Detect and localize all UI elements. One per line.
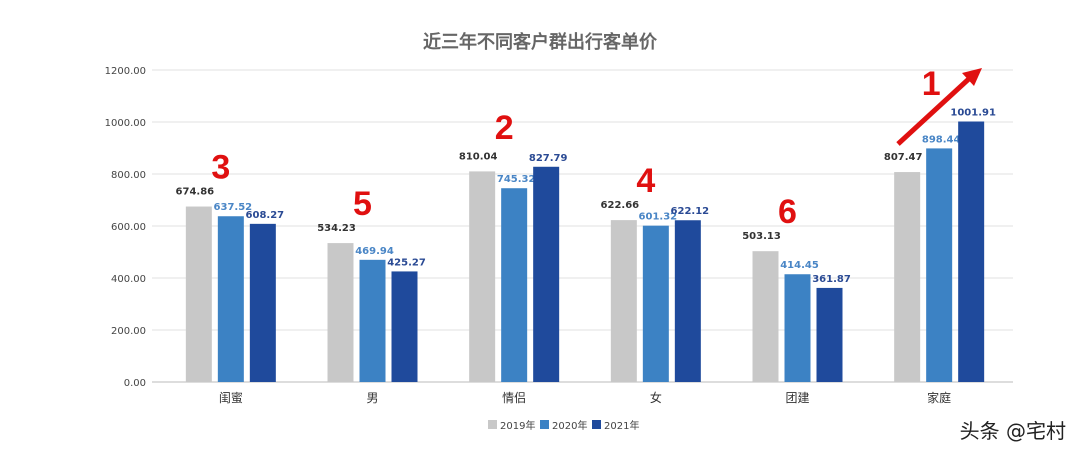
bar — [327, 243, 354, 382]
rank-annotation: 4 — [636, 162, 655, 200]
data-label: 534.23 — [317, 223, 356, 234]
bar — [217, 216, 244, 382]
bar — [926, 148, 953, 382]
data-label: 622.66 — [601, 200, 640, 211]
data-label: 1001.91 — [950, 108, 996, 119]
data-label: 745.32 — [497, 174, 536, 185]
data-label: 807.47 — [884, 152, 923, 163]
bar — [752, 251, 779, 382]
bar — [533, 166, 560, 382]
x-tick-label: 团建 — [785, 391, 809, 405]
bar — [816, 287, 843, 382]
bar — [958, 121, 985, 382]
bar — [501, 188, 528, 382]
rank-annotation: 5 — [353, 185, 372, 223]
data-label: 361.87 — [812, 274, 851, 285]
legend-label: 2019年 — [500, 419, 535, 432]
legend-swatch — [488, 420, 497, 429]
bar — [784, 274, 811, 382]
bar — [249, 223, 276, 382]
y-tick-label: 0.00 — [124, 378, 146, 389]
y-tick-label: 600.00 — [111, 222, 146, 233]
y-tick-label: 800.00 — [111, 170, 146, 181]
bar — [469, 171, 496, 382]
bar — [185, 206, 212, 382]
data-label: 601.32 — [639, 212, 678, 223]
data-label: 469.94 — [355, 246, 394, 257]
chart-title: 近三年不同客户群出行客单价 — [423, 31, 658, 53]
data-label: 425.27 — [387, 257, 426, 268]
arrow-head-icon — [962, 68, 982, 86]
legend-swatch — [592, 420, 601, 429]
x-tick-label: 情侣 — [502, 390, 526, 405]
legend-swatch — [540, 420, 549, 429]
y-tick-label: 1000.00 — [105, 118, 146, 129]
trend-arrow — [896, 74, 974, 146]
data-label: 503.13 — [742, 231, 781, 242]
legend-label: 2020年 — [552, 419, 587, 432]
y-tick-label: 1200.00 — [105, 66, 146, 77]
bar — [642, 225, 669, 382]
bar — [391, 271, 418, 382]
data-label: 827.79 — [529, 153, 568, 164]
bar — [610, 220, 637, 382]
data-label: 674.86 — [176, 187, 215, 198]
rank-annotation: 2 — [495, 109, 514, 147]
bar — [359, 259, 386, 382]
bar — [674, 220, 701, 382]
x-tick-label: 男 — [366, 391, 378, 405]
rank-annotation: 6 — [778, 193, 797, 231]
data-label: 414.45 — [780, 260, 819, 271]
x-tick-label: 闺蜜 — [219, 390, 243, 405]
credit-watermark: 头条 @宅村 — [959, 419, 1066, 443]
y-tick-label: 200.00 — [111, 326, 146, 337]
data-label: 622.12 — [671, 206, 710, 217]
data-label: 898.44 — [922, 134, 961, 145]
data-label: 637.52 — [214, 202, 253, 213]
x-tick-label: 家庭 — [927, 390, 951, 405]
y-tick-label: 400.00 — [111, 274, 146, 285]
data-label: 810.04 — [459, 151, 498, 162]
bar — [894, 172, 921, 382]
x-tick-label: 女 — [650, 390, 662, 405]
rank-annotation: 1 — [922, 65, 941, 103]
rank-annotation: 3 — [211, 149, 230, 187]
data-label: 608.27 — [246, 210, 285, 221]
legend-label: 2021年 — [604, 419, 639, 432]
